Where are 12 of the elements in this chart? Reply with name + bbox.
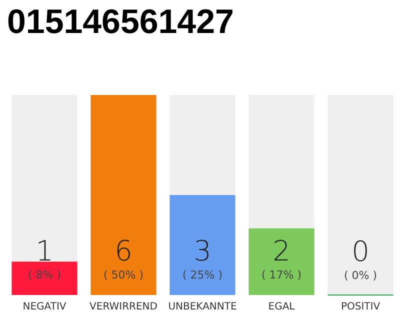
data-label: 6 ( 50% ) [103,234,144,282]
data-label: 1 ( 8% ) [28,234,62,282]
data-label: 2 ( 17% ) [261,234,302,282]
chart-title: 015146561427 [7,3,234,41]
x-tick-label: EGAL [268,302,296,312]
x-tick-label: NEGATIV [22,302,66,312]
data-label: 0 ( 0% ) [344,235,378,282]
data-label: 3 ( 25% ) [182,234,223,282]
bar [12,262,78,295]
x-tick-label: POSITIV [340,302,380,312]
x-tick-label: VERWIRREND [90,302,158,312]
x-tick-label: UNBEKANNTE [168,302,237,312]
